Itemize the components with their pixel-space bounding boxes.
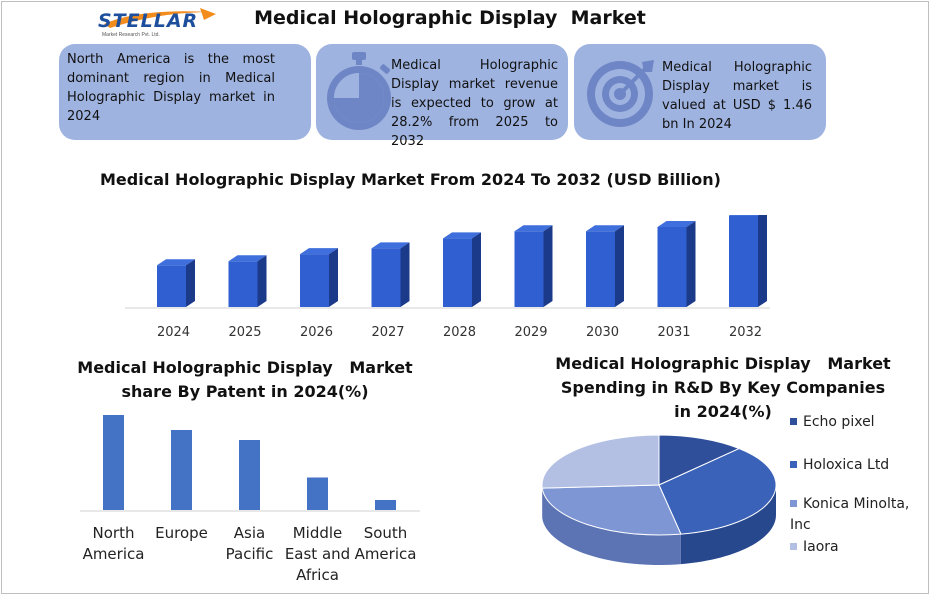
logo-tagline: Market Research Pvt. Ltd. xyxy=(102,32,160,38)
x-tick-label: Middle East and Africa xyxy=(285,524,350,584)
pie-slice-Konica Minolta, Inc xyxy=(541,484,682,536)
bar-front xyxy=(371,248,401,307)
bar-top xyxy=(300,248,338,255)
bar-front xyxy=(657,227,687,307)
bar-North America xyxy=(103,415,124,510)
info-card-valuation: Medical Holographic Display market is va… xyxy=(574,44,826,140)
pie-slice-Holoxica Ltd xyxy=(658,448,777,535)
x-tick-label: 2029 xyxy=(514,325,547,340)
bar-side xyxy=(400,242,410,307)
x-tick-label: South America xyxy=(355,524,417,563)
market-size-chart: 2024 2025 2026 2027 2028 2029 2030 2031 2032 xyxy=(125,215,770,340)
bar-side xyxy=(615,225,624,307)
info-card-growth-text: Medical Holographic Display market reven… xyxy=(391,58,558,149)
legend-label: Iaora xyxy=(803,539,839,555)
x-tick-label: 2024 xyxy=(157,325,190,340)
bar-2027 xyxy=(371,242,410,307)
share-chart-title: Medical Holographic Display Market share… xyxy=(77,358,413,401)
bar-2030 xyxy=(586,225,624,307)
bar-2024 xyxy=(157,259,195,307)
legend-label: Echo pixel xyxy=(803,414,875,430)
x-tick-label: Asia Pacific xyxy=(226,524,274,563)
legend-item: Echo pixel xyxy=(790,412,875,433)
pie-side-1 xyxy=(680,485,776,565)
bar-2031 xyxy=(657,221,696,307)
bar-Asia Pacific xyxy=(239,440,260,510)
legend-item: Konica Minolta, Inc xyxy=(790,494,909,536)
pie-side-2 xyxy=(542,488,681,565)
bar-side xyxy=(543,225,553,307)
x-tick-label: 2030 xyxy=(586,325,619,340)
logo-text: STELLAR xyxy=(98,10,199,32)
bar-side xyxy=(472,232,481,307)
bar-top xyxy=(157,259,195,266)
bar-South America xyxy=(375,500,396,510)
bar-side xyxy=(758,215,767,307)
bar-top xyxy=(371,242,410,249)
rnd-chart-title: Medical Holographic Display Market Spend… xyxy=(555,354,891,421)
legend-swatch xyxy=(790,417,797,425)
stellar-logo: STELLAR Market Research Pvt. Ltd. xyxy=(98,6,218,42)
x-tick-label: 2031 xyxy=(657,325,690,340)
bar-Europe xyxy=(171,430,192,510)
legend-item: Iaora xyxy=(790,537,839,558)
bar-top xyxy=(514,225,553,232)
x-tick-label: 2027 xyxy=(371,325,404,340)
info-card-growth: Medical Holographic Display market reven… xyxy=(316,44,568,149)
bar-front xyxy=(586,231,615,307)
x-tick-label: Europe xyxy=(155,524,208,542)
legend-label: Holoxica Ltd xyxy=(803,457,890,473)
stopwatch-icon xyxy=(327,52,391,130)
bar-side xyxy=(686,221,696,307)
bar-top xyxy=(657,221,696,227)
bar-side xyxy=(329,248,338,307)
region-share-chart: North America Europe Asia Pacific Middle East … xyxy=(80,415,420,584)
bar-top xyxy=(443,232,481,239)
x-tick-label: 2028 xyxy=(443,325,476,340)
bar-top xyxy=(586,225,624,232)
bar-2032 xyxy=(729,215,767,307)
bar-side xyxy=(186,259,195,307)
bar-Middle East and Africa xyxy=(307,477,328,510)
bar-side xyxy=(257,255,267,307)
logo-swoosh-icon xyxy=(104,8,216,28)
bar-front xyxy=(228,261,258,307)
bar-front xyxy=(514,231,544,307)
x-tick-label: 2025 xyxy=(228,325,261,340)
target-icon xyxy=(587,60,654,127)
bar-front xyxy=(157,265,186,307)
rnd-pie-chart xyxy=(541,434,777,565)
bar-front xyxy=(443,238,472,307)
x-tick-label: 2026 xyxy=(300,325,333,340)
bar-front xyxy=(729,215,758,307)
bar-top xyxy=(729,215,759,216)
pie-slice-Echo pixel xyxy=(658,434,741,486)
market-chart-title: Medical Holographic Display Market From … xyxy=(100,170,721,189)
legend-label: Konica Minolta, xyxy=(803,496,910,512)
x-tick-label: 2032 xyxy=(729,325,762,340)
bar-2029 xyxy=(514,225,553,307)
bar-2026 xyxy=(300,248,338,307)
legend-swatch xyxy=(790,499,797,507)
info-card-region-text: North America is the most dominant regio… xyxy=(67,52,275,124)
legend-swatch xyxy=(790,460,797,468)
bar-2025 xyxy=(228,255,267,307)
legend-item: Holoxica Ltd xyxy=(790,455,889,476)
legend-swatch xyxy=(790,542,797,550)
bar-top xyxy=(228,255,267,262)
info-card-valuation-text: Medical Holographic Display market is va… xyxy=(662,60,812,132)
page-title: Medical Holographic Display Market xyxy=(254,7,646,29)
bar-2028 xyxy=(443,232,481,307)
info-card-region: North America is the most dominant regio… xyxy=(59,44,311,140)
x-tick-label: North America xyxy=(83,524,145,563)
pie-slice-Iaora xyxy=(541,434,660,489)
legend-label: Inc xyxy=(790,517,811,533)
bar-front xyxy=(300,254,329,307)
